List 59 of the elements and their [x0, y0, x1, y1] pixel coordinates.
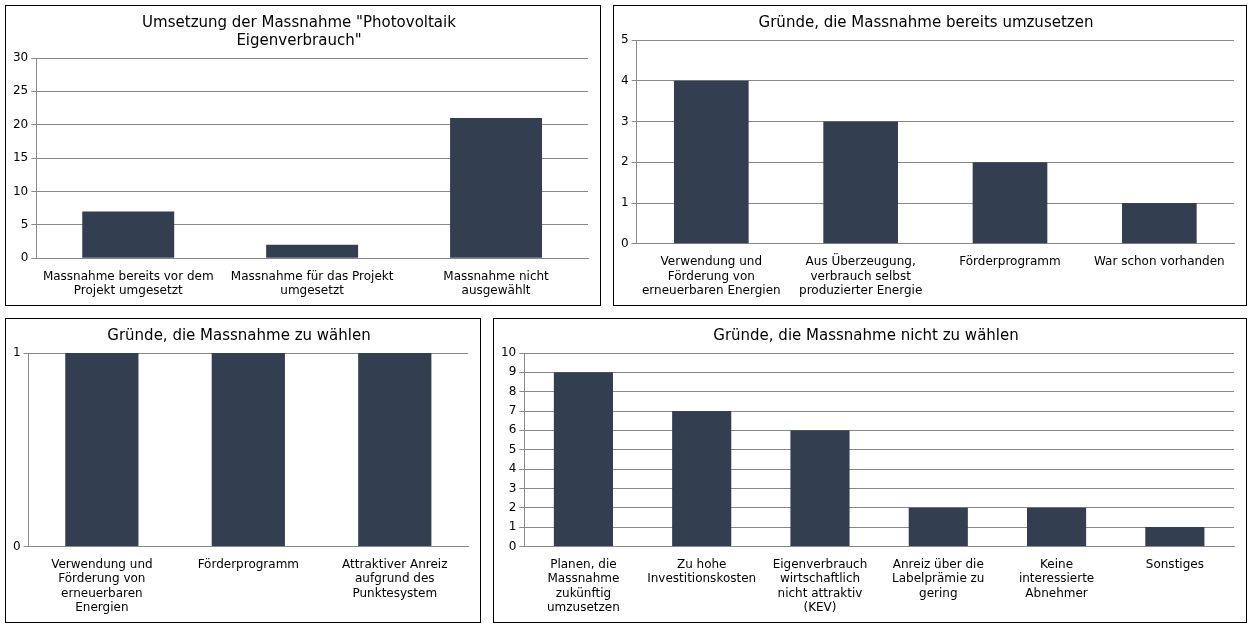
x-tick-label: War schon vorhanden — [1093, 254, 1225, 269]
y-tick-label: 5 — [620, 32, 629, 47]
chart-title: Gründe, die Massnahme bereits umzusetzen — [758, 12, 1094, 31]
bar — [823, 121, 898, 244]
y-tick-label: 0 — [12, 538, 21, 553]
x-tick-label: Förderprogramm — [197, 556, 300, 571]
x-tick-label: Förderprogramm — [959, 254, 1061, 269]
y-tick-label: 25 — [12, 83, 29, 98]
bar — [553, 372, 613, 546]
x-tick-label: Eigenverbrauch wirtschaftlich nicht attraktiv (KEV) — [772, 556, 868, 614]
bar — [1121, 203, 1197, 244]
y-tick-label: 0 — [620, 235, 629, 250]
chart-title: Gründe, die Massnahme nicht zu wählen — [713, 325, 1019, 344]
chart-title: Umsetzung der Massnahme "Photovoltaik Eigenverbrauch" — [142, 12, 457, 49]
bar — [450, 118, 543, 258]
y-tick-label: 2 — [508, 499, 517, 514]
x-tick-label: Verwendung und Förderung von erneuerbaren Energien — [51, 556, 153, 614]
y-tick-label: 6 — [508, 422, 517, 437]
y-tick-label: 4 — [508, 461, 517, 476]
y-tick-label: 0 — [508, 538, 517, 553]
y-tick-label: 5 — [20, 216, 29, 231]
y-tick-label: 10 — [500, 345, 517, 360]
y-tick-label: 30 — [12, 50, 29, 65]
x-tick-label: Massnahme bereits vor dem Projekt umgesetzt — [42, 268, 214, 297]
x-tick-label: Sonstiges — [1145, 556, 1204, 571]
y-tick-label: 15 — [12, 150, 29, 165]
x-tick-label: Keine interessierte Abnehmer — [1018, 556, 1095, 600]
y-tick-label: 1 — [12, 345, 21, 360]
bar — [672, 411, 732, 546]
bar — [1026, 507, 1087, 546]
x-tick-label: Anreiz über die Labelprämie zu gering — [892, 556, 985, 600]
y-tick-label: 20 — [12, 116, 29, 131]
bar — [790, 430, 850, 546]
y-tick-label: 9 — [508, 364, 517, 379]
y-tick-label: 2 — [620, 154, 629, 169]
chart-title: Gründe, die Massnahme zu wählen — [107, 325, 371, 344]
y-tick-label: 3 — [620, 113, 629, 128]
y-tick-label: 8 — [508, 383, 517, 398]
y-tick-label: 1 — [508, 519, 517, 534]
bar — [908, 507, 968, 546]
y-tick-label: 4 — [620, 72, 629, 87]
bar — [266, 244, 359, 258]
bar — [972, 162, 1048, 244]
x-tick-label: Planen, die Massnahme zukünftig umzusetzen — [547, 556, 620, 614]
bar — [673, 80, 749, 244]
y-tick-label: 1 — [620, 195, 629, 210]
y-tick-label: 5 — [508, 441, 517, 456]
x-tick-label: Aus Überzeugung, verbrauch selbst produzierter Energie — [799, 252, 923, 297]
x-tick-label: Massnahme nicht ausgewählt — [443, 268, 550, 297]
y-tick-label: 0 — [20, 250, 29, 265]
bar — [1145, 527, 1205, 546]
y-tick-label: 10 — [12, 183, 29, 198]
y-tick-label: 3 — [508, 480, 517, 495]
y-tick-label: 7 — [508, 403, 517, 418]
x-tick-label: Verwendung und Förderung von erneuerbaren Energien — [641, 254, 781, 297]
x-tick-label: Zu hohe Investitionskosten — [647, 556, 757, 586]
x-tick-label: Attraktiver Anreiz aufgrund des Punktesystem — [342, 556, 448, 600]
x-tick-label: Massnahme für das Projekt umgesetzt — [230, 268, 394, 297]
bar — [82, 211, 175, 258]
